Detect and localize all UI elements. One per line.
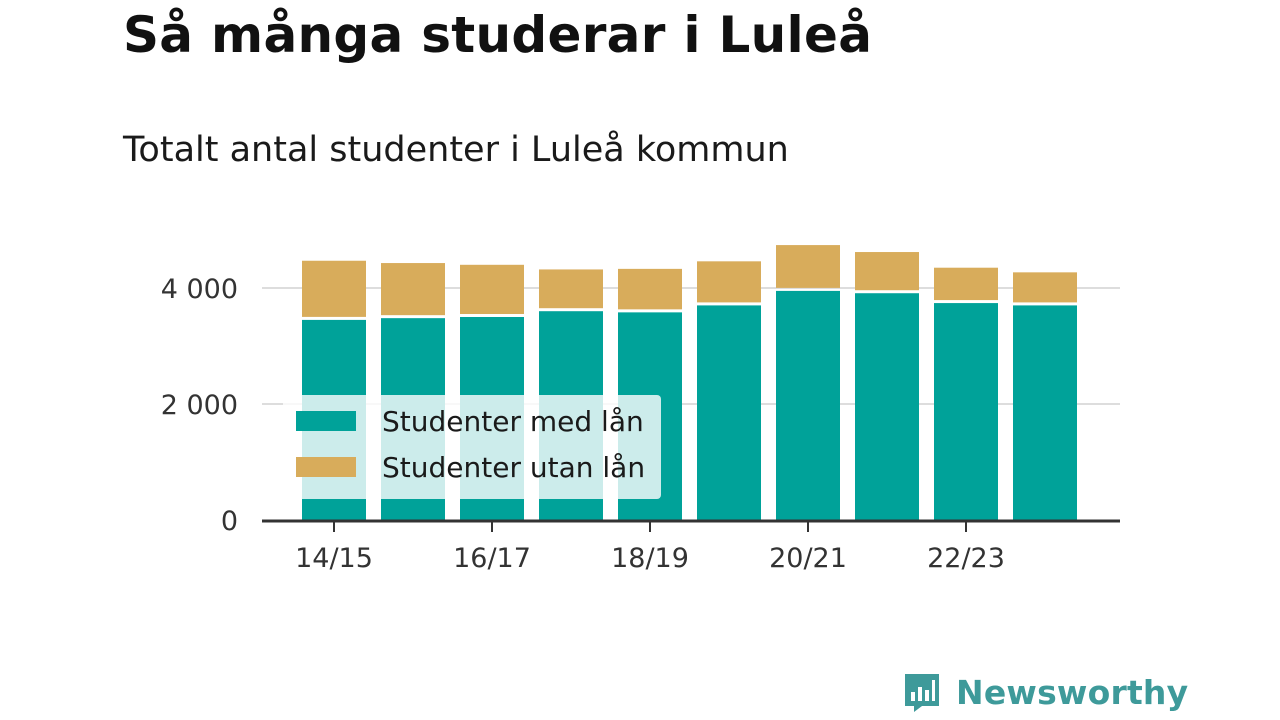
- legend: Studenter med lån Studenter utan lån: [283, 395, 661, 499]
- legend-label-without-loan: Studenter utan lån: [382, 450, 646, 484]
- bar-with-loan-20/21: [776, 290, 840, 520]
- bar-without-loan-22/23: [934, 267, 998, 301]
- bar-with-loan-19/20: [697, 305, 761, 520]
- bar-without-loan-21/22: [855, 252, 919, 291]
- y-tick-label: 2 000: [161, 390, 238, 421]
- x-tick-label: 16/17: [453, 543, 531, 574]
- x-tick-label: 18/19: [611, 543, 689, 574]
- axes: 0 2 000 4 000 14/15 16/17 18/19 20/21 22/23: [161, 274, 1120, 574]
- bar-without-loan-15/16: [381, 263, 445, 316]
- y-tick-label: 4 000: [161, 274, 238, 305]
- bar-with-loan-23/24: [1013, 305, 1077, 520]
- newsworthy-icon: [905, 674, 939, 712]
- bar-with-loan-22/23: [934, 303, 998, 520]
- bar-without-loan-23/24: [1013, 272, 1077, 303]
- legend-swatch-with-loan: [296, 411, 356, 431]
- bar-without-loan-19/20: [697, 261, 761, 303]
- bar-without-loan-16/17: [460, 264, 524, 314]
- bar-without-loan-14/15: [302, 260, 366, 317]
- x-tick-label: 20/21: [769, 543, 847, 574]
- bar-with-loan-21/22: [855, 293, 919, 520]
- x-tick-label: 22/23: [927, 543, 1005, 574]
- x-tick-label: 14/15: [295, 543, 373, 574]
- legend-item-with-loan: Studenter med lån: [296, 401, 644, 441]
- bar-without-loan-18/19: [618, 268, 682, 310]
- y-tick-label: 0: [221, 506, 238, 537]
- brand-name: Newsworthy: [956, 672, 1189, 712]
- bar-without-loan-20/21: [776, 245, 840, 288]
- chart-subtitle: Totalt antal studenter i Luleå kommun: [123, 130, 789, 170]
- chart-title: Så många studerar i Luleå: [123, 6, 873, 64]
- legend-label-with-loan: Studenter med lån: [382, 404, 644, 438]
- legend-swatch-without-loan: [296, 457, 356, 477]
- legend-item-without-loan: Studenter utan lån: [296, 447, 645, 487]
- bar-without-loan-17/18: [539, 269, 603, 309]
- brand-logo: Newsworthy: [902, 672, 1188, 712]
